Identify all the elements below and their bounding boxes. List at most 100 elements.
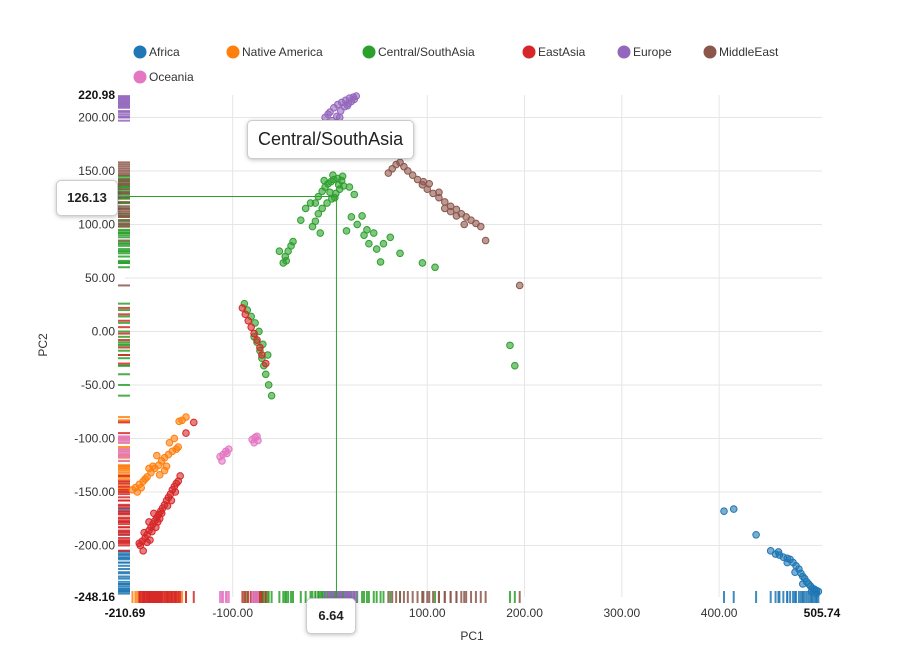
x-axis-title: PC1 xyxy=(460,629,484,643)
data-point xyxy=(358,212,366,220)
data-point xyxy=(155,471,164,479)
y-axis: 200.00 150.00 100.00 50.00 0.00 -50.00 -100.00… xyxy=(74,88,115,604)
data-point xyxy=(247,323,255,331)
y-max-label: 220.98 xyxy=(78,88,115,102)
legend-label: Oceania xyxy=(149,70,194,84)
data-point xyxy=(798,580,807,588)
data-point xyxy=(250,438,258,447)
data-point xyxy=(347,213,356,221)
legend-marker-central-southasia xyxy=(362,45,376,59)
y-tick-label: -150.00 xyxy=(74,485,115,499)
data-point xyxy=(506,341,514,350)
data-point xyxy=(408,171,417,180)
data-point xyxy=(338,172,347,181)
data-point xyxy=(174,443,183,451)
data-point xyxy=(275,247,284,256)
x-tick-label: 300.00 xyxy=(603,606,640,620)
data-point xyxy=(140,528,148,537)
data-point xyxy=(812,589,821,598)
y-tick-label: -200.00 xyxy=(74,538,115,552)
data-point xyxy=(170,434,179,443)
data-point xyxy=(396,249,404,258)
data-point xyxy=(326,188,334,197)
legend-marker-oceania xyxy=(133,70,147,84)
data-point xyxy=(145,464,153,473)
legend-marker-europe xyxy=(617,45,631,59)
legend-label: Central/SouthAsia xyxy=(378,45,475,59)
data-point xyxy=(250,329,258,338)
data-point xyxy=(282,257,290,265)
x-crosshair-label: 6.64 xyxy=(306,598,356,634)
y-tick-label: 50.00 xyxy=(85,271,115,285)
data-point xyxy=(223,449,231,458)
data-point xyxy=(145,518,153,526)
y-tick-label: 100.00 xyxy=(78,217,115,231)
data-point xyxy=(752,530,760,539)
data-point xyxy=(345,183,354,191)
data-point xyxy=(515,281,524,290)
data-point xyxy=(343,101,352,110)
data-point xyxy=(308,222,317,231)
x-min-label: -210.69 xyxy=(105,606,146,620)
data-point xyxy=(238,304,247,312)
x-tick-label: 100.00 xyxy=(409,606,446,620)
y-axis-title: PC2 xyxy=(36,333,50,357)
data-point xyxy=(729,505,738,513)
data-point xyxy=(141,475,149,483)
data-point xyxy=(167,496,176,505)
x-tick-label: -100.00 xyxy=(212,606,253,620)
grid xyxy=(125,95,822,597)
data-point xyxy=(353,220,362,229)
data-point xyxy=(404,167,412,175)
y-min-label: -248.16 xyxy=(74,590,115,604)
series-tooltip: Central/SouthAsia xyxy=(247,120,415,159)
data-point xyxy=(379,239,388,248)
data-point xyxy=(476,222,485,231)
data-point xyxy=(150,509,158,518)
data-point xyxy=(182,429,190,437)
data-point xyxy=(460,220,469,229)
data-point xyxy=(128,486,137,494)
data-point xyxy=(720,507,728,516)
data-point xyxy=(318,204,326,213)
y-tick-label: 200.00 xyxy=(78,110,115,124)
data-point xyxy=(139,547,147,555)
data-point xyxy=(176,472,184,480)
data-point xyxy=(386,233,395,242)
legend-label: Africa xyxy=(149,45,180,59)
data-point xyxy=(135,539,144,548)
data-point xyxy=(481,236,490,245)
legend-label: EastAsia xyxy=(538,45,586,59)
legend-label: Europe xyxy=(633,45,672,59)
data-point xyxy=(452,212,461,220)
data-point xyxy=(244,316,253,325)
legend-label: Native America xyxy=(242,45,323,59)
data-point xyxy=(418,259,427,267)
data-point xyxy=(376,258,385,266)
data-point xyxy=(261,359,270,368)
data-point xyxy=(350,190,359,199)
data-point xyxy=(334,181,343,189)
data-point xyxy=(258,351,266,359)
data-point xyxy=(320,176,328,185)
legend-marker-native-america xyxy=(226,45,240,59)
data-point xyxy=(264,381,273,389)
data-point xyxy=(241,310,250,319)
data-point xyxy=(253,336,261,344)
data-point xyxy=(435,188,443,197)
data-point xyxy=(331,193,339,202)
data-point xyxy=(783,558,792,567)
data-point xyxy=(316,229,325,237)
data-point xyxy=(256,343,264,352)
y-tick-label: -50.00 xyxy=(81,378,115,392)
data-point xyxy=(306,199,315,207)
x-max-label: 505.74 xyxy=(804,606,841,620)
data-point xyxy=(774,548,783,556)
data-point xyxy=(261,370,270,379)
data-point xyxy=(189,418,198,427)
data-point xyxy=(143,538,151,547)
data-point xyxy=(314,209,323,218)
legend-label: MiddleEast xyxy=(719,45,779,59)
data-point xyxy=(153,451,161,460)
